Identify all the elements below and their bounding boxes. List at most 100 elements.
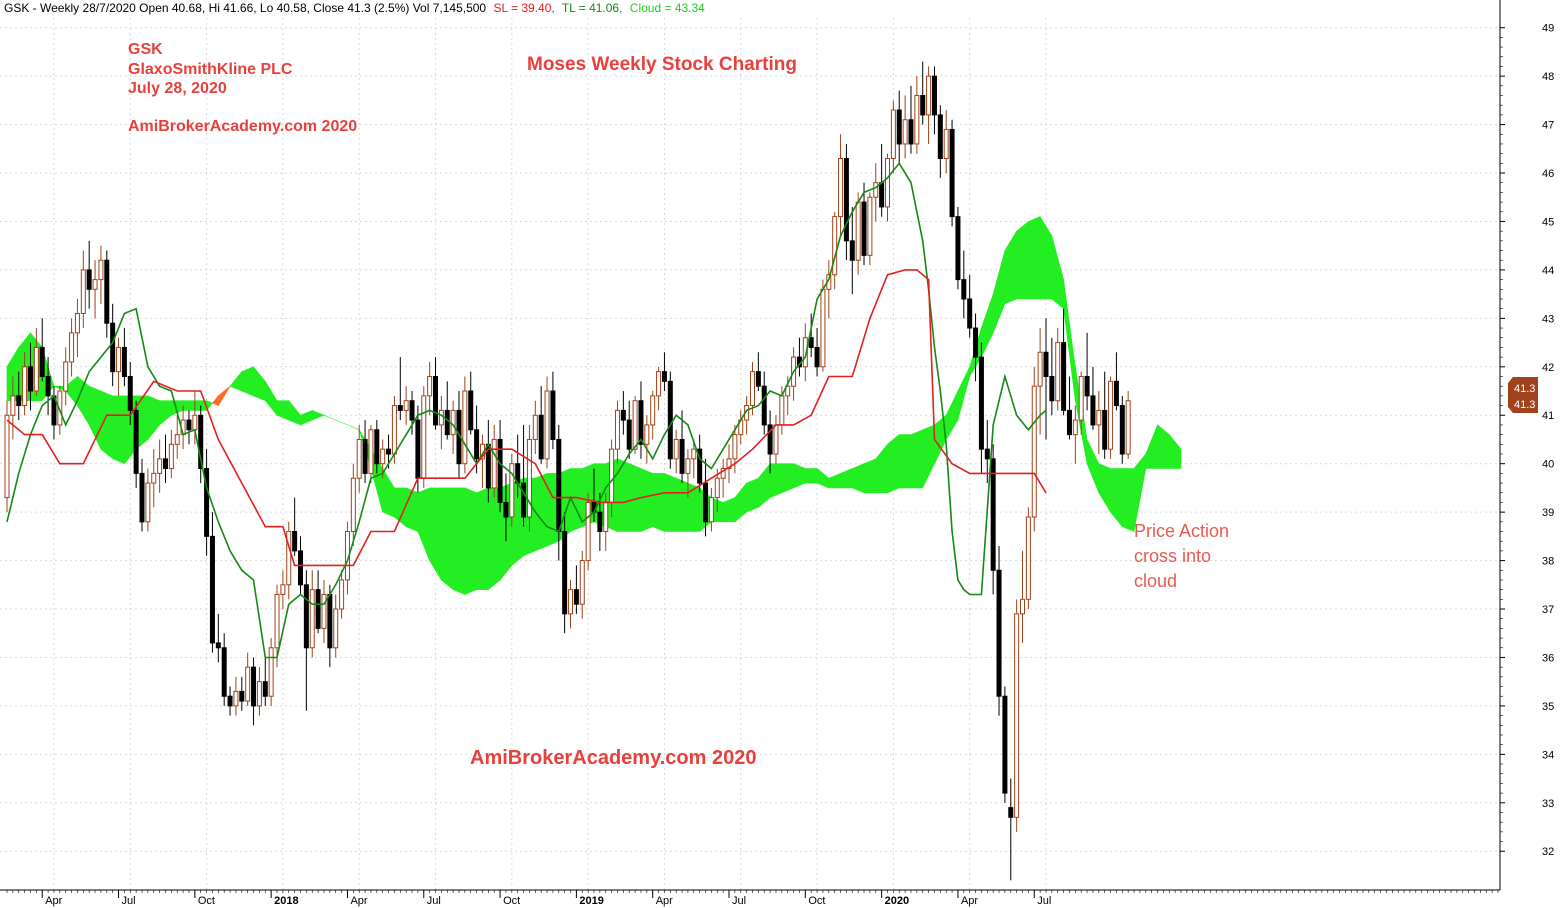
x-axis: Apr Jul Oct 2018 Apr Jul Oct 2019 Apr Jul Oct 2020 A…	[0, 889, 1500, 907]
candle-down	[133, 409, 139, 474]
candle-down	[538, 414, 544, 460]
candle-up	[585, 501, 591, 562]
candle-up	[632, 400, 638, 450]
candle-down	[433, 375, 439, 426]
candle-down	[937, 114, 943, 159]
note-line-2: cross into	[1134, 546, 1211, 566]
candle-down	[1008, 807, 1014, 818]
candle-down	[162, 458, 168, 470]
candle-down	[198, 414, 204, 470]
cloud-segment-bull	[851, 463, 865, 494]
y-tick-label: 35	[1542, 701, 1554, 713]
candle-up	[151, 472, 157, 484]
candle-up	[491, 438, 497, 489]
cloud-segment-bull	[652, 473, 665, 532]
candle-down	[843, 157, 849, 242]
candle-up	[885, 157, 890, 208]
candle-down	[386, 448, 392, 455]
candle-down	[1043, 351, 1049, 377]
candle-down	[444, 409, 450, 436]
site-label-bottom: AmiBrokerAcademy.com 2020	[470, 747, 756, 769]
candle-down	[679, 438, 685, 474]
candle-down	[661, 371, 667, 382]
y-tick-label: 46	[1542, 168, 1554, 180]
y-tick-label: 40	[1542, 459, 1554, 471]
candle-down	[39, 346, 45, 377]
candle-up	[33, 346, 39, 392]
candle-down	[1090, 395, 1096, 426]
cloud-segment-bull	[664, 472, 677, 532]
candle-up	[673, 438, 679, 460]
candle-down	[638, 400, 644, 445]
candle-up	[526, 438, 532, 518]
cloud-segment-bull	[1016, 220, 1029, 300]
candle-up	[855, 201, 861, 261]
cloud-segment-bull	[534, 472, 548, 552]
ticker-label: GSK	[128, 41, 163, 58]
candle-down	[121, 346, 127, 377]
candle-down	[186, 419, 192, 431]
candle-down	[990, 458, 996, 571]
candle-down	[1002, 695, 1008, 794]
candle-up	[69, 332, 75, 363]
price-badge-shape	[1508, 377, 1538, 413]
candle-down	[620, 409, 626, 421]
candle-up	[256, 681, 262, 707]
candle-up	[427, 375, 433, 397]
candle-up	[1055, 342, 1061, 402]
candle-up	[732, 434, 738, 460]
candle-up	[4, 414, 10, 499]
candle-up	[890, 109, 896, 159]
candle-up	[532, 414, 538, 440]
x-tick-label: Apr	[45, 895, 62, 907]
candle-down	[521, 482, 527, 518]
candle-down	[996, 569, 1002, 697]
cloud-segment-bull	[441, 487, 454, 591]
candle-up	[1014, 613, 1020, 818]
candle-up	[450, 409, 456, 436]
candle-down	[573, 589, 579, 605]
cloud-segment-bull	[804, 468, 818, 484]
x-tick-label: Jul	[1037, 895, 1051, 907]
candle-down	[362, 438, 368, 474]
candle-down	[139, 472, 145, 523]
price-badge-upper: 41.3	[1514, 383, 1535, 395]
candle-up	[10, 395, 16, 416]
candle-up	[838, 157, 844, 218]
candle-down	[814, 346, 820, 368]
candle-up	[650, 395, 656, 426]
candle-up	[92, 279, 98, 290]
cloud-segment-bull	[311, 409, 325, 421]
candle-up	[145, 482, 151, 523]
candle-up	[356, 438, 362, 479]
candle-up	[820, 288, 826, 368]
candle-down	[955, 216, 961, 281]
candle-down	[27, 366, 33, 392]
cloud-segment-bull	[1028, 216, 1041, 300]
candle-down	[896, 109, 902, 145]
x-tick-label: 2019	[579, 895, 603, 907]
candle-up	[914, 95, 920, 145]
candle-down	[503, 501, 509, 518]
candle-down	[931, 75, 937, 116]
candle-up	[1020, 598, 1026, 615]
candle-up	[74, 313, 80, 334]
candle-down	[1066, 409, 1072, 436]
candle-down	[292, 531, 298, 552]
price-badge: 41.3 41.3	[1508, 377, 1538, 413]
candle-down	[562, 531, 568, 615]
candle-up	[902, 119, 908, 145]
candle-up	[168, 443, 174, 470]
candle-up	[462, 390, 468, 465]
candle-down	[86, 269, 92, 290]
candle-down	[262, 681, 268, 697]
candle-up	[280, 584, 286, 595]
candle-up	[614, 409, 620, 450]
candle-up	[421, 395, 427, 479]
y-tick-label: 48	[1542, 71, 1554, 83]
candle-down	[327, 593, 333, 649]
candle-up	[773, 424, 779, 455]
y-tick-label: 41	[1542, 410, 1554, 422]
cloud-segment-bull	[1122, 468, 1135, 532]
